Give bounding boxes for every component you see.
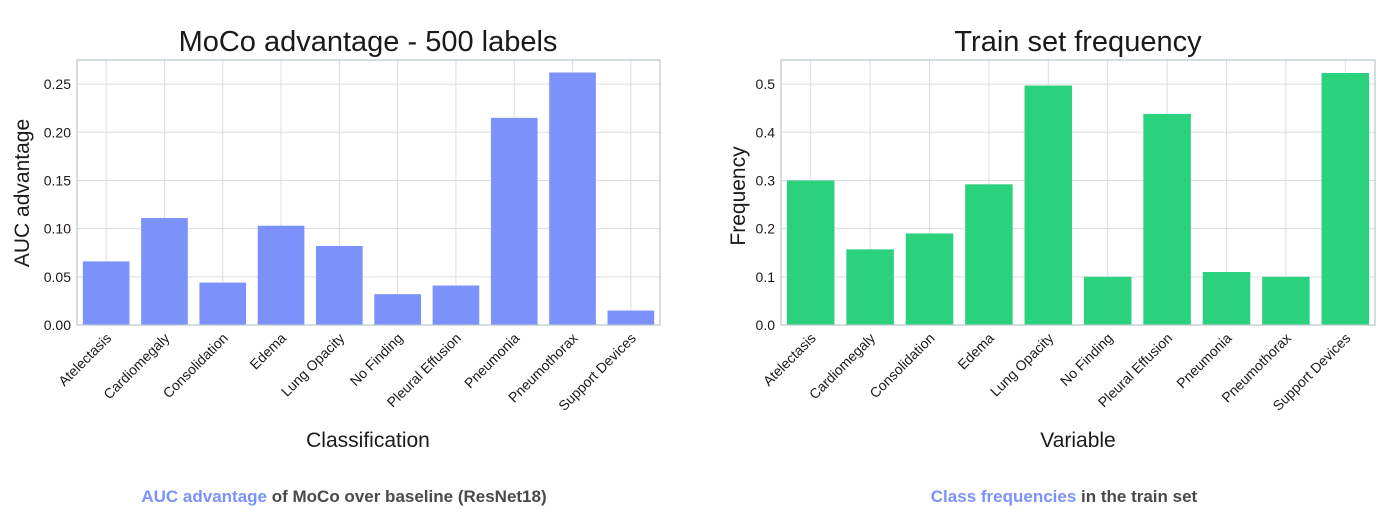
x-tick-label: Atelectasis: [760, 330, 819, 389]
chart-moco-advantage: MoCo advantage - 500 labels Classificati…: [11, 26, 661, 452]
plot-frame: [780, 59, 1376, 326]
bar-pneumonia: [490, 117, 538, 326]
y-tick-label: 0.0: [756, 317, 776, 333]
bar-edema: [257, 225, 305, 325]
x-tick-label: No Finding: [1057, 330, 1116, 389]
x-tick-label: Atelectasis: [55, 330, 114, 389]
bar-lung-opacity: [316, 245, 363, 325]
bar-support-devices: [1321, 73, 1370, 325]
y-tick-label: 0.10: [44, 221, 71, 237]
bar-pneumothorax: [549, 72, 596, 325]
caption-left-text: of MoCo over baseline (ResNet18): [267, 487, 547, 506]
bar-support-devices: [607, 310, 655, 325]
x-tick-label: Edema: [954, 330, 997, 373]
y-tick-label: 0.4: [756, 124, 776, 140]
bar-edema: [965, 184, 1013, 325]
y-axis-label: Frequency: [727, 146, 750, 246]
y-tick-label: 0.1: [756, 269, 776, 285]
x-axis-label: Variable: [1040, 429, 1116, 452]
bar-no-finding: [1083, 276, 1132, 325]
y-tick-label: 0.5: [756, 76, 776, 92]
y-tick-label: 0.00: [44, 317, 71, 333]
bar-cardiomegaly: [846, 249, 894, 325]
bar-lung-opacity: [1024, 85, 1073, 325]
caption-left-highlight: AUC advantage: [141, 487, 268, 506]
bar-atelectasis: [786, 180, 835, 325]
caption-right-highlight: Class frequencies: [930, 487, 1077, 506]
plot-frame: [76, 59, 661, 326]
chart-title: Train set frequency: [954, 26, 1202, 58]
y-tick-label: 0.15: [44, 172, 71, 188]
y-tick-label: 0.05: [44, 269, 71, 285]
y-tick-label: 0.3: [756, 172, 776, 188]
chart-title: MoCo advantage - 500 labels: [179, 26, 558, 58]
caption-left: AUC advantage of MoCo over baseline (Res…: [141, 487, 546, 507]
bar-pleural-effusion: [1143, 113, 1191, 325]
bar-cardiomegaly: [141, 218, 188, 325]
bar-pleural-effusion: [432, 285, 480, 325]
y-tick-label: 0.25: [44, 76, 71, 92]
bar-consolidation: [199, 282, 247, 325]
x-axis-label: Classification: [306, 429, 430, 452]
chart-train-frequency: Train set frequency Variable Frequency 0…: [727, 26, 1376, 452]
x-tick-label: Pneumonia: [461, 330, 523, 392]
y-tick-label: 0.20: [44, 124, 71, 140]
caption-right: Class frequencies in the train set: [931, 487, 1197, 507]
y-axis-label: AUC advantage: [11, 119, 34, 267]
bar-no-finding: [374, 294, 421, 325]
bar-pneumonia: [1202, 272, 1251, 325]
caption-right-text: in the train set: [1076, 487, 1198, 506]
bar-consolidation: [905, 233, 954, 325]
x-tick-label: Lung Opacity: [987, 330, 1057, 400]
bar-pneumothorax: [1262, 276, 1310, 325]
y-tick-label: 0.2: [756, 221, 776, 237]
bar-atelectasis: [82, 261, 130, 325]
x-tick-label: Edema: [246, 330, 289, 373]
x-tick-label: No Finding: [347, 330, 406, 389]
x-tick-label: Pneumonia: [1173, 330, 1235, 392]
